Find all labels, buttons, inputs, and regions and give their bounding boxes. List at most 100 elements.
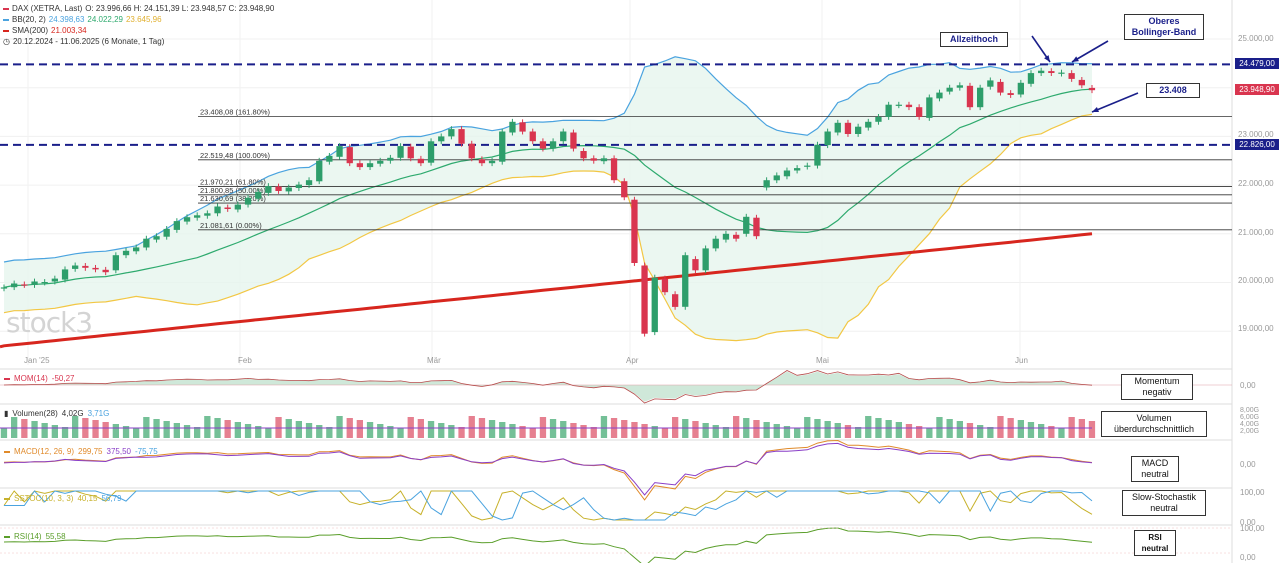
vol-axis-tick: 2,00G (1240, 428, 1260, 435)
candle-body (834, 122, 841, 133)
volume-bar (387, 426, 394, 438)
macd-icon (4, 450, 10, 453)
x-tick: Mai (816, 356, 829, 365)
fib-label: 21.630,69 (38.20%) (200, 194, 266, 203)
candle-body (712, 238, 719, 249)
momentum-area (4, 371, 1092, 402)
x-tick: Jan '25 (24, 356, 50, 365)
candle-body (814, 144, 821, 166)
macd-value3: -75,75 (134, 447, 158, 456)
annotation-oberes-bb: Oberes Bollinger-Band (1124, 14, 1204, 40)
fib-label: 21.081,61 (0.00%) (200, 221, 262, 230)
candle-body (610, 158, 618, 181)
y-tick: 23.000,00 (1238, 130, 1274, 139)
candle-body (366, 163, 374, 168)
indicator-mom-label: MOM(14) -50,27 (4, 374, 74, 383)
volume-bar (458, 427, 465, 438)
volume-bar (1027, 422, 1035, 438)
candle-body (631, 199, 638, 263)
volume-bar (41, 423, 48, 438)
candle-body (387, 157, 394, 161)
candle-body (956, 85, 963, 88)
candle-body (194, 215, 201, 218)
legend-bb-lower: 23.645,96 (125, 15, 162, 24)
volume-bar (102, 422, 109, 438)
volume-bar (1038, 424, 1045, 438)
candle-body (885, 104, 892, 117)
candle-body (743, 216, 750, 234)
volume-bar (905, 424, 913, 438)
candle-body (997, 81, 1004, 93)
candle-body (336, 146, 343, 157)
volume-bar (529, 428, 536, 438)
y-tick: 21.000,00 (1238, 228, 1274, 237)
volume-bar (977, 425, 984, 438)
bollinger-fill (4, 56, 1092, 341)
volume-bar (783, 426, 791, 438)
candle-body (621, 181, 628, 198)
candle-body (1027, 73, 1035, 84)
volume-bar (722, 427, 730, 438)
volume-bar (61, 427, 69, 438)
arrow-oberes-bb-head (1072, 56, 1079, 62)
candle-body (143, 238, 150, 248)
volume-bar (133, 428, 140, 438)
volume-bar (580, 425, 587, 438)
candle-body (946, 87, 953, 92)
vol-value: 4,02G (61, 409, 84, 418)
legend-bb-icon (3, 18, 9, 21)
candle-body (824, 131, 831, 146)
candle-body (153, 236, 160, 240)
candle-body (509, 121, 516, 133)
volume-bar (92, 420, 99, 438)
volume-bar (326, 427, 333, 438)
candle-body (478, 159, 486, 164)
volume-bar (1048, 426, 1055, 438)
legend-range-row: ◷ 20.12.2024 - 11.06.2025 (6 Monate, 1 T… (3, 36, 274, 47)
candle-body (112, 255, 119, 271)
candle-body (51, 278, 58, 282)
volume-bar (824, 421, 831, 438)
candle-body (702, 248, 709, 271)
x-tick: Jun (1015, 356, 1028, 365)
rsi-value: 55,58 (45, 532, 66, 541)
mom-value: -50,27 (51, 374, 75, 383)
volume-bar (926, 428, 933, 438)
volume-bar (448, 425, 455, 438)
indicator-vol-label: ▮ Volumen(28) 4,02G 3,71G (4, 409, 109, 418)
watermark-logo: stock3 (6, 306, 93, 339)
volume-bar (397, 428, 404, 438)
bollinger-upper-line (3, 56, 1092, 263)
volume-bar (305, 423, 313, 438)
price-box-last: 23.948,90 (1235, 84, 1279, 95)
candle-body (529, 131, 536, 142)
volume-bar (560, 421, 567, 438)
volume-bar (122, 426, 130, 438)
volume-bar (194, 427, 201, 438)
legend-bb-row: BB(20, 2) 24.398,63 24.022,29 23.645,96 (3, 14, 274, 25)
volume-bar (987, 427, 994, 438)
annotation-momentum: Momentum negativ (1121, 374, 1193, 400)
candle-body (82, 265, 89, 268)
candle-body (590, 158, 597, 161)
candle-body (438, 136, 445, 142)
vol-name: Volumen(28) (12, 409, 58, 418)
volume-bar (885, 420, 892, 438)
volume-bar (0, 428, 8, 438)
legend-price-icon (3, 7, 9, 10)
volume-bar (895, 422, 902, 438)
sstoc-k-line (3, 490, 1093, 521)
candle-body (11, 283, 18, 288)
candle-body (966, 85, 974, 108)
volume-bar (31, 421, 38, 438)
macd-value2: 375,50 (106, 447, 131, 456)
candle-body (448, 129, 455, 137)
volume-bar (1017, 420, 1024, 438)
candle-body (916, 107, 923, 117)
volume-bar (183, 425, 191, 438)
volume-bar (509, 424, 516, 438)
volume-bar (1088, 421, 1096, 438)
fib-label: 21.800,85 (50.00%) (200, 186, 266, 195)
volume-bar (651, 426, 658, 438)
candle-body (794, 168, 801, 171)
